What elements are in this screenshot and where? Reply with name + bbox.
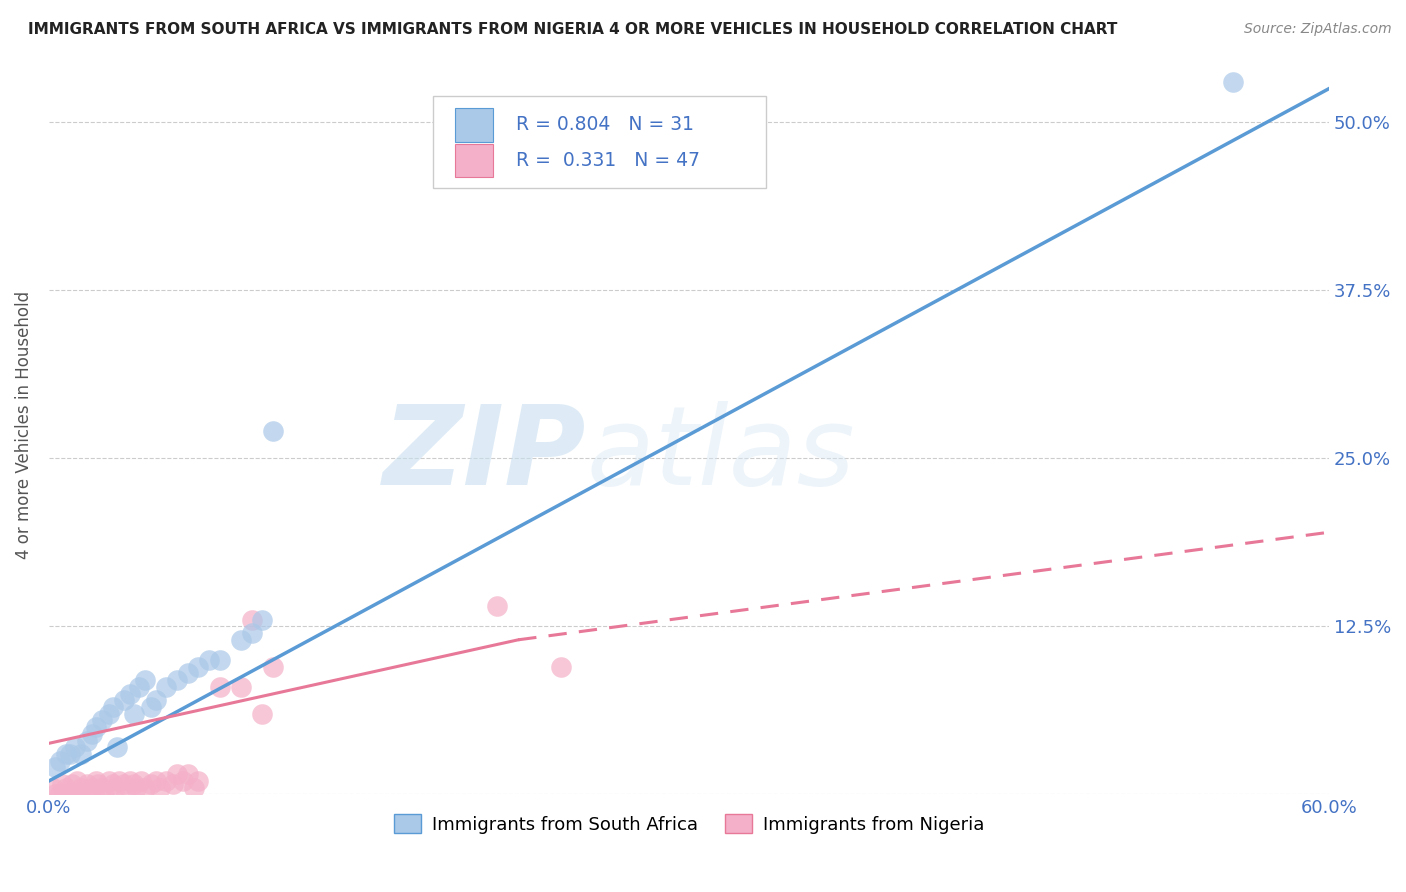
Point (48, 754, 70, 768)
Point (72, 788, 94, 802)
Point (101, 700, 124, 714)
Point (118, 687, 141, 701)
Point (70, 747, 93, 761)
Point (252, 706, 274, 721)
Point (51, 777, 73, 791)
Point (141, 700, 163, 714)
Point (59, 788, 82, 802)
Point (93, 788, 115, 802)
Point (550, 659, 572, 673)
Point (104, 780, 127, 795)
Point (108, 773, 131, 788)
Point (240, 626, 263, 640)
Point (42, 780, 65, 795)
Point (145, 773, 167, 788)
Point (118, 773, 141, 788)
Point (208, 653, 231, 667)
Point (229, 680, 252, 694)
Text: R =  0.331   N = 47: R = 0.331 N = 47 (516, 151, 700, 170)
Point (101, 777, 124, 791)
Point (166, 767, 188, 781)
Point (166, 673, 188, 687)
Legend: Immigrants from South Africa, Immigrants from Nigeria: Immigrants from South Africa, Immigrants… (387, 807, 991, 841)
Point (134, 673, 156, 687)
Point (124, 706, 146, 721)
Point (84, 720, 107, 734)
Point (262, 425, 284, 439)
FancyBboxPatch shape (454, 108, 494, 142)
Text: Source: ZipAtlas.com: Source: ZipAtlas.com (1244, 22, 1392, 37)
Point (97, 706, 120, 721)
Point (48, 788, 70, 802)
Text: ZIP: ZIP (382, 401, 586, 508)
Point (70, 780, 93, 795)
Point (149, 780, 172, 795)
Point (59, 747, 82, 761)
Text: atlas: atlas (586, 401, 855, 508)
Point (80, 727, 103, 741)
Point (63, 788, 86, 802)
Point (1222, 75, 1244, 89)
Point (125, 780, 148, 795)
Point (129, 773, 152, 788)
Point (80, 780, 103, 795)
Point (172, 773, 194, 788)
FancyBboxPatch shape (433, 95, 766, 188)
Point (66, 773, 89, 788)
Point (176, 666, 198, 681)
FancyBboxPatch shape (454, 144, 494, 178)
Point (155, 680, 177, 694)
Point (183, 780, 205, 795)
Point (112, 693, 135, 707)
Point (262, 659, 284, 673)
Point (162, 777, 184, 791)
Point (52, 788, 75, 802)
Point (87, 777, 110, 791)
Point (55, 747, 77, 761)
Point (198, 653, 221, 667)
Point (105, 740, 128, 755)
Point (134, 780, 156, 795)
Point (124, 777, 146, 791)
Point (187, 659, 209, 673)
Point (76, 777, 98, 791)
Point (485, 599, 508, 614)
Point (44, 760, 66, 774)
Point (112, 777, 135, 791)
Point (208, 680, 231, 694)
Point (141, 777, 163, 791)
Point (145, 693, 167, 707)
Point (84, 773, 107, 788)
Y-axis label: 4 or more Vehicles in Household: 4 or more Vehicles in Household (15, 291, 32, 558)
Point (62, 777, 84, 791)
Point (187, 773, 209, 788)
Text: IMMIGRANTS FROM SOUTH AFRICA VS IMMIGRANTS FROM NIGERIA 4 OR MORE VEHICLES IN HO: IMMIGRANTS FROM SOUTH AFRICA VS IMMIGRAN… (28, 22, 1118, 37)
Point (240, 613, 263, 627)
Point (91, 714, 114, 728)
Point (176, 767, 198, 781)
Point (55, 780, 77, 795)
Point (83, 788, 105, 802)
Point (97, 773, 120, 788)
Point (114, 788, 136, 802)
Point (91, 780, 114, 795)
Point (76, 733, 98, 747)
Text: R = 0.804   N = 31: R = 0.804 N = 31 (516, 115, 695, 135)
Point (128, 680, 150, 694)
Point (229, 632, 252, 647)
Point (155, 773, 177, 788)
Point (252, 613, 274, 627)
Point (63, 740, 86, 755)
Point (44, 788, 66, 802)
